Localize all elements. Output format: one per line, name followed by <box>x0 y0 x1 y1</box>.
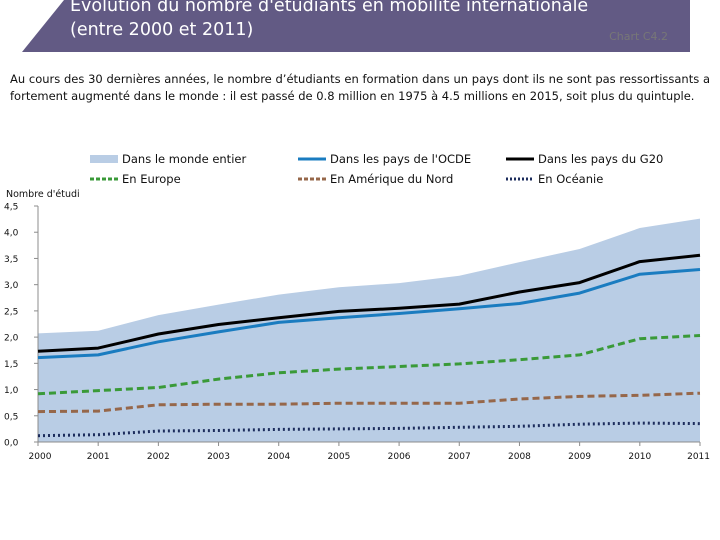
line-oecd <box>37 268 701 360</box>
x-tick-label: 2010 <box>628 452 651 462</box>
legend-item-north-america: En Amérique du Nord <box>298 170 453 188</box>
legend-item-oceania: En Océanie <box>506 170 603 188</box>
legend-item-world: Dans le monde entier <box>90 150 246 168</box>
chart-subtitle: Au cours des 30 dernières années, le nom… <box>10 72 710 103</box>
area-world <box>38 218 700 442</box>
legend-item-europe: En Europe <box>90 170 181 188</box>
y-tick-label: 4,5 <box>4 203 18 213</box>
legend-item-g20: Dans les pays du G20 <box>506 150 663 168</box>
y-tick-label: 1,5 <box>4 360 18 370</box>
x-tick-label: 2000 <box>29 452 52 462</box>
y-tick-label: 1,0 <box>4 386 19 396</box>
x-tick-label: 2005 <box>327 452 350 462</box>
legend-label-oecd: Dans les pays de l'OCDE <box>330 152 472 166</box>
x-tick-label: 2008 <box>508 452 531 462</box>
legend-swatch-world <box>90 155 118 163</box>
x-tick-label: 2009 <box>568 452 591 462</box>
y-tick-label: 2,0 <box>4 334 19 344</box>
legend-swatch-oceania <box>506 177 534 181</box>
y-tick-label: 0,0 <box>4 439 19 449</box>
x-tick-label: 2004 <box>267 452 290 462</box>
y-tick-label: 0,5 <box>4 412 18 422</box>
chart-reference: Chart C4.2 <box>609 30 668 43</box>
line-g20 <box>37 253 701 353</box>
line-oceania <box>37 421 701 438</box>
y-tick-label: 4,0 <box>4 229 19 239</box>
x-tick-label: 2003 <box>207 452 230 462</box>
x-tick-label: 2006 <box>388 452 411 462</box>
title-banner-shape <box>22 0 690 52</box>
x-tick-label: 2002 <box>147 452 170 462</box>
chart-title: Évolution du nombre d'étudiants en mobil… <box>70 0 589 40</box>
y-tick-label: 3,5 <box>4 255 18 265</box>
chart-legend: Dans le monde entier Dans les pays de l'O… <box>90 150 720 190</box>
title-banner <box>22 0 690 52</box>
legend-item-oecd: Dans les pays de l'OCDE <box>298 150 471 168</box>
line-north-america <box>37 391 701 414</box>
legend-label-world: Dans le monde entier <box>122 152 247 166</box>
y-axis-label: Nombre d'étudia <box>6 189 80 200</box>
legend-label-north-america: En Amérique du Nord <box>330 172 454 186</box>
legend-label-g20: Dans les pays du G20 <box>538 152 664 166</box>
x-tick-label: 2007 <box>448 452 471 462</box>
y-tick-label: 2,5 <box>4 307 18 317</box>
line-chart: 0,0 0,5 1,0 1,5 2,0 2,5 3,0 3,5 4,0 4,5 2000 2001 20… <box>4 203 710 463</box>
legend-swatch-oecd <box>298 157 326 161</box>
legend-swatch-north-america <box>298 177 326 181</box>
y-tick-label: 3,0 <box>4 281 19 291</box>
legend-label-oceania: En Océanie <box>538 172 604 186</box>
legend-label-europe: En Europe <box>122 172 181 186</box>
x-tick-label: 2011 <box>687 452 710 462</box>
legend-swatch-europe <box>90 177 118 181</box>
line-europe <box>37 334 701 396</box>
legend-swatch-g20 <box>506 157 534 161</box>
x-tick-label: 2001 <box>87 452 110 462</box>
